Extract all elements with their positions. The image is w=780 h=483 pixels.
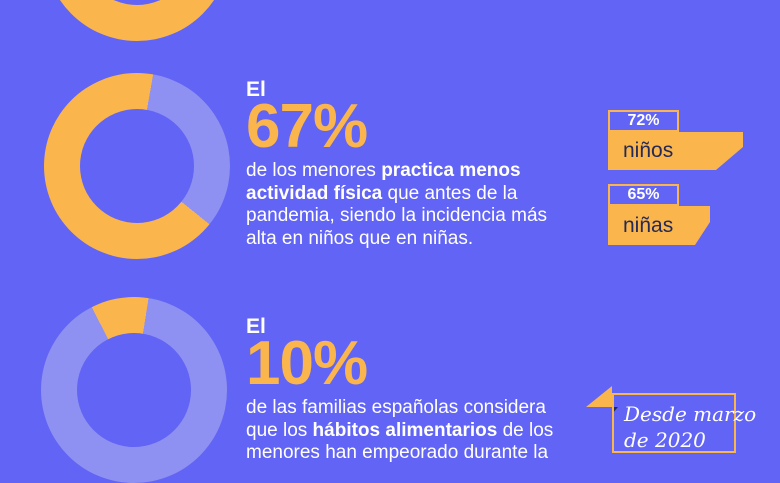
section-habitos-alimentarios: El 10% de las familias españolas conside…	[246, 315, 606, 465]
stat-intro: El	[246, 315, 266, 338]
banner-ninas: niñas	[608, 206, 710, 245]
badge-ninos-value: 72%	[608, 110, 679, 132]
stat-description-line: de los menores practica menos	[246, 160, 521, 181]
stat-value-67: 67%	[246, 92, 368, 161]
stat-description-line: pandemia, siendo la incidencia más	[246, 205, 548, 226]
note-box-desde-marzo: Desde marzo de 2020	[612, 393, 757, 453]
donut-hole	[80, 109, 194, 223]
ribbon-fold-shadow	[612, 407, 618, 414]
section-actividad-fisica: El 67% de los menores practica menos act…	[246, 78, 606, 250]
badge-ninas-value-label: 65%	[627, 186, 660, 203]
note-line-2: de 2020	[624, 428, 706, 452]
donut-chart-top-partial	[44, 0, 230, 41]
donut-hole	[80, 0, 194, 5]
stat-description: de los menores practica menos actividad …	[246, 160, 606, 250]
badge-ninas-value: 65%	[608, 184, 679, 206]
stat-description-line: de las familias españolas considera	[246, 397, 546, 418]
stat-description-line: alta en niños que en niñas.	[246, 227, 474, 249]
note-line-1: Desde marzo	[624, 402, 757, 426]
stat-description: de las familias españolas considera que …	[246, 397, 606, 465]
stat-value-10: 10%	[246, 329, 368, 398]
stat-description-line: actividad física que antes de la	[246, 182, 518, 204]
banner-ninas-label: niñas	[623, 213, 674, 237]
banner-ninos: niños	[608, 132, 743, 170]
banner-ninos-label: niños	[623, 139, 674, 162]
stat-description-line: menores han empeorado durante la	[246, 442, 549, 463]
badge-ninos-value-label: 72%	[627, 112, 660, 129]
donut-chart-67-percent	[44, 73, 230, 259]
stat-description-line: que los hábitos alimentarios de los	[246, 419, 554, 441]
donut-chart-10-percent	[41, 297, 227, 483]
stat-intro: El	[246, 78, 266, 101]
donut-hole	[77, 333, 191, 447]
